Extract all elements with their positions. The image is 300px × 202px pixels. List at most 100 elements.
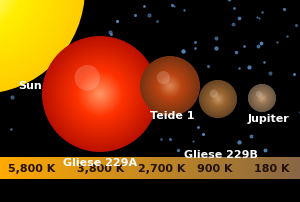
Circle shape xyxy=(161,78,178,95)
Circle shape xyxy=(260,96,264,101)
Circle shape xyxy=(154,71,186,102)
Bar xyxy=(147,157,148,179)
Bar xyxy=(219,157,220,179)
Circle shape xyxy=(261,97,263,100)
Circle shape xyxy=(0,0,48,58)
Circle shape xyxy=(204,86,232,113)
Bar xyxy=(217,157,218,179)
Circle shape xyxy=(85,80,115,109)
Circle shape xyxy=(50,45,150,144)
Bar xyxy=(158,157,160,179)
Bar xyxy=(128,157,130,179)
Circle shape xyxy=(0,0,57,67)
Bar xyxy=(239,157,241,179)
Bar xyxy=(124,157,125,179)
Bar xyxy=(176,157,178,179)
Circle shape xyxy=(259,95,265,102)
Circle shape xyxy=(0,0,5,15)
Circle shape xyxy=(60,55,140,134)
Circle shape xyxy=(72,66,128,123)
Bar xyxy=(179,157,181,179)
Circle shape xyxy=(251,87,273,110)
Circle shape xyxy=(256,93,268,105)
Bar xyxy=(141,157,142,179)
Circle shape xyxy=(207,89,229,110)
Bar xyxy=(51,157,52,179)
Circle shape xyxy=(165,81,175,92)
Bar xyxy=(133,157,134,179)
Bar xyxy=(247,157,248,179)
Bar xyxy=(20,157,22,179)
Circle shape xyxy=(258,95,266,102)
Bar xyxy=(100,157,101,179)
Bar xyxy=(224,157,226,179)
Circle shape xyxy=(205,86,231,113)
Circle shape xyxy=(250,87,274,110)
Circle shape xyxy=(144,60,196,113)
Bar xyxy=(60,157,61,179)
Bar xyxy=(81,157,82,179)
Text: Gliese 229A: Gliese 229A xyxy=(63,158,138,168)
Bar xyxy=(85,157,86,179)
Circle shape xyxy=(51,46,148,143)
Circle shape xyxy=(212,93,224,106)
Bar xyxy=(271,157,272,179)
Circle shape xyxy=(88,83,112,106)
Bar xyxy=(67,157,68,179)
Bar xyxy=(256,157,257,179)
Bar xyxy=(9,157,11,179)
Circle shape xyxy=(0,0,47,57)
Bar xyxy=(109,157,110,179)
Circle shape xyxy=(159,76,181,97)
Bar xyxy=(4,157,5,179)
Circle shape xyxy=(143,60,197,113)
Circle shape xyxy=(208,89,229,110)
Text: 5,800 K: 5,800 K xyxy=(8,163,55,173)
Bar xyxy=(86,157,88,179)
Circle shape xyxy=(202,83,234,116)
Bar xyxy=(59,157,61,179)
Bar xyxy=(295,157,296,179)
Bar xyxy=(175,157,176,179)
Bar xyxy=(115,157,116,179)
Circle shape xyxy=(146,62,194,111)
Circle shape xyxy=(164,80,176,93)
Circle shape xyxy=(210,92,226,107)
Circle shape xyxy=(250,87,274,110)
Circle shape xyxy=(169,85,171,88)
Circle shape xyxy=(86,81,114,108)
Bar xyxy=(157,157,158,179)
Circle shape xyxy=(256,93,268,104)
Circle shape xyxy=(210,92,226,107)
Circle shape xyxy=(206,87,230,112)
Bar xyxy=(121,157,122,179)
Bar xyxy=(66,157,68,179)
Circle shape xyxy=(67,61,134,128)
Bar xyxy=(120,157,122,179)
Circle shape xyxy=(200,81,236,118)
Bar xyxy=(22,157,23,179)
Bar xyxy=(25,157,26,179)
Bar xyxy=(241,157,242,179)
Circle shape xyxy=(0,0,55,64)
Circle shape xyxy=(0,0,80,89)
Circle shape xyxy=(0,0,28,38)
Circle shape xyxy=(0,0,40,50)
Circle shape xyxy=(65,60,135,129)
Bar xyxy=(14,157,16,179)
Bar xyxy=(73,157,74,179)
Bar xyxy=(203,157,205,179)
Bar xyxy=(112,157,113,179)
Bar xyxy=(119,157,121,179)
Bar xyxy=(254,157,256,179)
Circle shape xyxy=(0,0,26,36)
Circle shape xyxy=(260,96,265,101)
Circle shape xyxy=(44,38,157,151)
Circle shape xyxy=(0,0,60,70)
Circle shape xyxy=(202,84,234,115)
Bar xyxy=(207,157,208,179)
Bar xyxy=(47,157,49,179)
Circle shape xyxy=(257,94,267,104)
Bar xyxy=(255,157,256,179)
Bar xyxy=(199,157,200,179)
